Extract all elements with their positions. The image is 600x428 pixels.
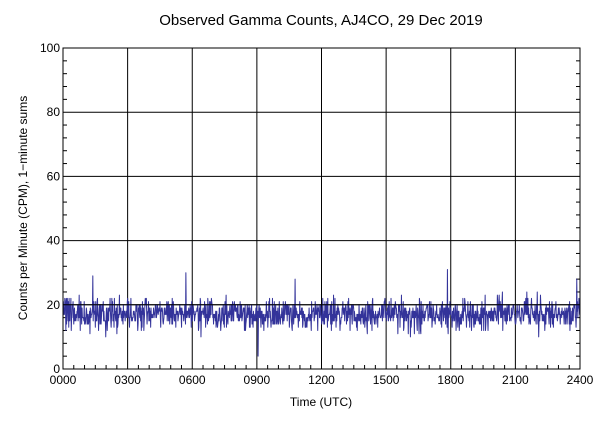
minor-ticks bbox=[63, 60, 580, 369]
y-axis-label: Counts per Minute (CPM), 1−minute sums bbox=[16, 96, 30, 320]
x-axis-label: Time (UTC) bbox=[290, 395, 352, 409]
x-tick-label: 1800 bbox=[437, 373, 464, 387]
x-tick-labels: 0000 0300 0600 0900 1200 1500 1800 2100 2400 bbox=[50, 373, 594, 387]
x-tick-label: 0600 bbox=[179, 373, 206, 387]
series-line bbox=[62, 268, 581, 357]
y-tick-label: 0 bbox=[53, 362, 60, 376]
y-tick-label: 60 bbox=[47, 169, 61, 183]
x-tick-label: 0900 bbox=[244, 373, 271, 387]
y-tick-label: 40 bbox=[47, 234, 61, 248]
x-tick-label: 1200 bbox=[308, 373, 335, 387]
y-tick-label: 100 bbox=[40, 41, 60, 55]
gridlines bbox=[63, 48, 580, 369]
y-tick-label: 80 bbox=[47, 105, 61, 119]
chart-title: Observed Gamma Counts, AJ4CO, 29 Dec 201… bbox=[159, 12, 483, 29]
x-tick-label: 1500 bbox=[373, 373, 400, 387]
y-tick-labels: 0 20 40 60 80 100 bbox=[40, 41, 60, 376]
x-tick-label: 2100 bbox=[502, 373, 529, 387]
x-tick-label: 2400 bbox=[567, 373, 594, 387]
x-tick-label: 0000 bbox=[50, 373, 77, 387]
x-tick-label: 0300 bbox=[114, 373, 141, 387]
plot-area-border bbox=[62, 47, 581, 370]
y-tick-label: 20 bbox=[47, 298, 61, 312]
